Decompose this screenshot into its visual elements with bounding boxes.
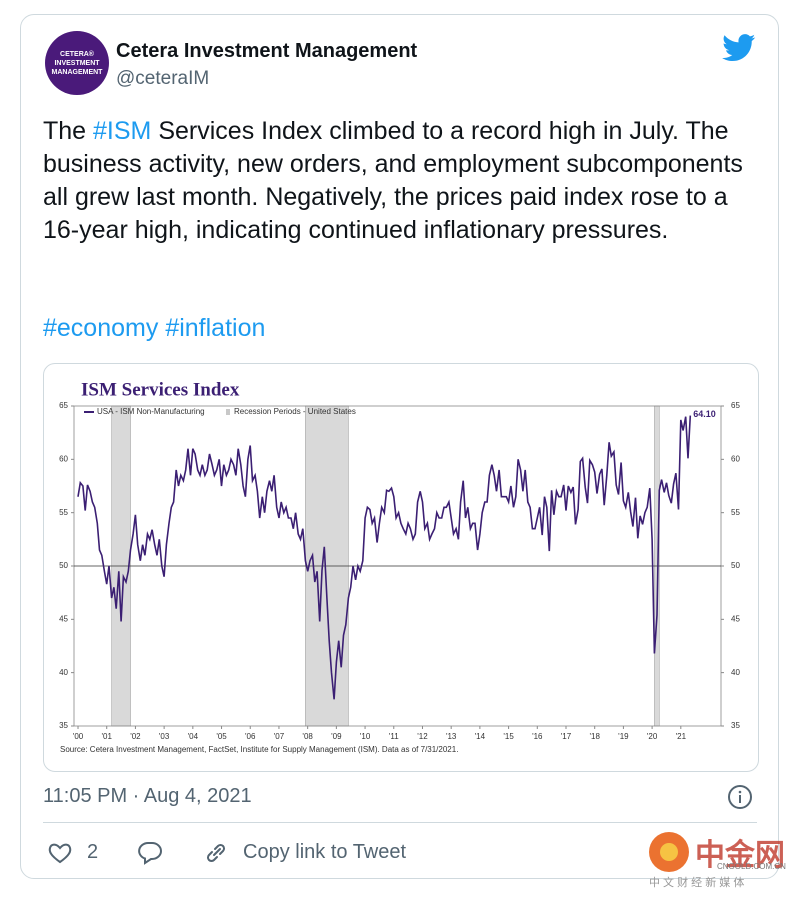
x-tick-label: '18 [589,732,600,741]
watermark-logo [649,832,689,872]
y2-tick-label: 50 [731,561,740,570]
annotation: 64.10 [693,409,716,419]
author-name[interactable]: Cetera Investment Management [116,40,418,62]
x-tick-label: '03 [159,732,170,741]
chart-source: Source: Cetera Investment Management, Fa… [60,745,458,754]
legend-swatch [226,409,230,415]
watermark-site: CNGOLD.COM.CN [717,862,786,871]
x-tick-label: '08 [302,732,313,741]
hashtag[interactable]: #ISM [93,117,152,145]
x-tick-label: '05 [216,732,227,741]
x-tick-label: '14 [475,732,486,741]
hashtag[interactable]: #economy [43,314,159,342]
y2-tick-label: 55 [731,508,740,517]
y2-tick-label: 65 [731,401,740,410]
hashtag[interactable]: #inflation [165,314,266,342]
x-tick-label: '12 [417,732,428,741]
watermark: 中金网 CNGOLD.COM.CN 中 文 财 经 新 媒 体 [645,828,795,889]
x-tick-label: '16 [532,732,543,741]
y-tick-label: 60 [59,454,68,463]
y2-tick-label: 45 [731,614,740,623]
tweet-card [20,14,779,879]
link-icon[interactable] [203,840,229,866]
info-icon[interactable] [727,784,753,810]
chart-image[interactable]: ISM Services Index 35 40 45 50 55 60 65 35 40 45 5… [43,363,759,772]
x-tick-label: '10 [360,732,371,741]
x-tick-label: '09 [331,732,342,741]
x-tick-label: '06 [245,732,256,741]
y-tick-label: 65 [59,401,68,410]
timestamp[interactable]: 11:05 PM · Aug 4, 2021 [43,785,252,807]
legend-label: Recession Periods - United States [234,407,356,416]
x-tick-label: '21 [676,732,687,741]
watermark-name: 中金网 [695,839,785,872]
avatar-text: CETERA® [60,50,94,58]
legend-label: USA - ISM Non-Manufacturing [97,407,205,416]
chart-title: ISM Services Index [81,379,240,400]
avatar[interactable]: CETERA® INVESTMENT MANAGEMENT [45,31,109,95]
x-tick-label: '19 [618,732,629,741]
like-icon[interactable] [47,840,73,866]
twitter-logo[interactable] [722,34,756,62]
x-tick-label: '20 [647,732,658,741]
avatar-text: MANAGEMENT [51,68,103,76]
text-span: The [43,117,94,145]
x-tick-label: '11 [389,732,399,741]
tweet-text: The #ISM Services Index climbed to a rec… [43,115,763,247]
y-tick-label: 55 [59,508,68,517]
y2-tick-label: 40 [731,668,740,677]
hashtags: #economy #inflation [43,314,265,343]
reply-icon[interactable] [136,840,164,866]
x-tick-label: '17 [561,732,572,741]
watermark-tagline: 中 文 财 经 新 媒 体 [649,877,745,889]
avatar-text: INVESTMENT [54,59,100,67]
y-tick-label: 45 [59,614,68,623]
chart: ISM Services Index 35 40 45 50 55 60 65 35 40 45 5… [59,379,740,754]
text-span: Services Index climbed to a record high … [43,117,743,244]
x-tick-label: '02 [130,732,141,741]
x-tick-label: '07 [274,732,285,741]
divider [43,822,757,823]
x-tick-label: '00 [73,732,84,741]
x-tick-label: '13 [446,732,457,741]
series-line [77,415,692,700]
y-tick-label: 50 [59,561,68,570]
author-handle[interactable]: @ceteraIM [116,68,210,89]
x-tick-label: '04 [188,732,199,741]
copy-link[interactable]: Copy link to Tweet [243,841,407,863]
y-tick-label: 40 [59,668,68,677]
y-tick-label: 35 [59,721,68,730]
x-tick-label: '15 [503,732,514,741]
y2-tick-label: 35 [731,721,740,730]
x-tick-label: '01 [102,732,113,741]
like-count[interactable]: 2 [87,841,99,863]
y2-tick-label: 60 [731,454,740,463]
